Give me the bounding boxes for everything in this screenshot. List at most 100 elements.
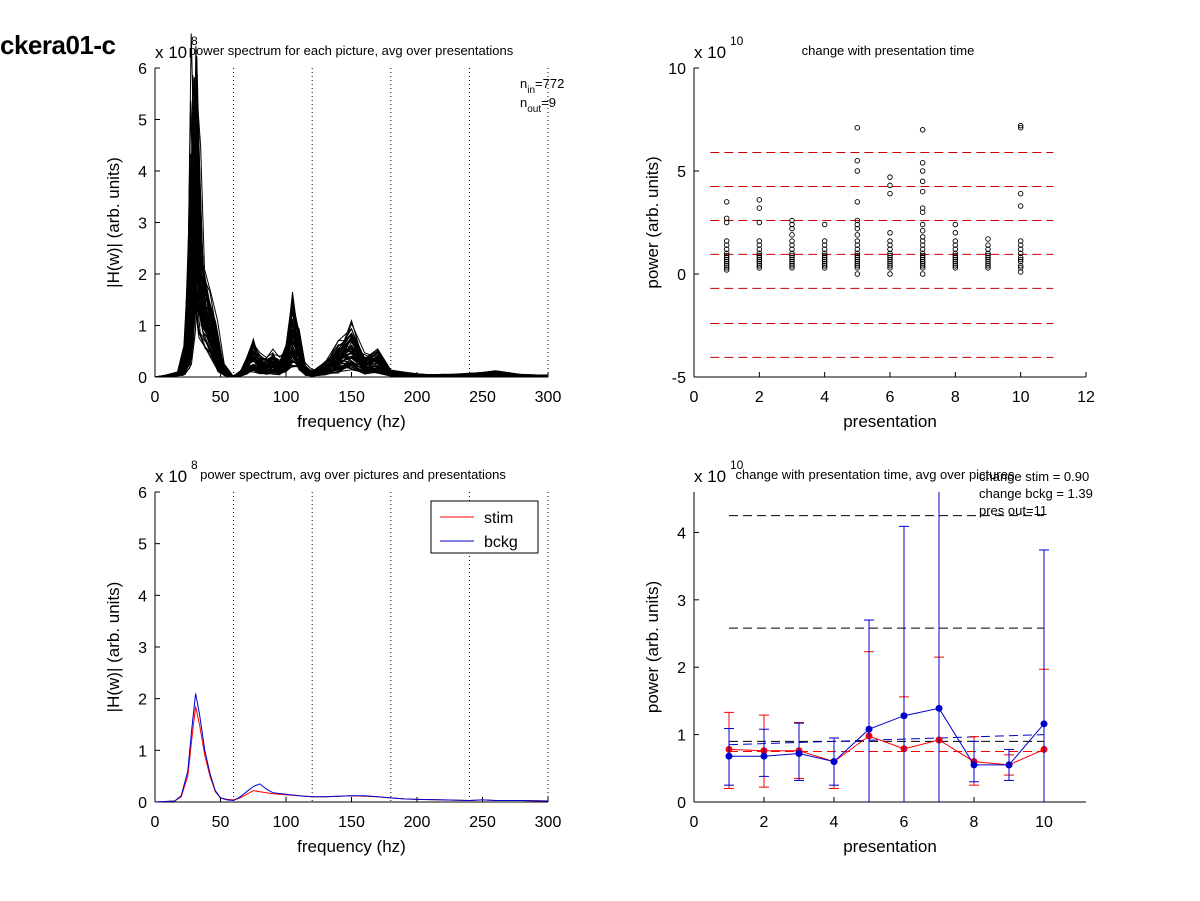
scatter-point [821, 242, 828, 248]
scatter-point [756, 265, 763, 271]
scatter-point [919, 242, 926, 248]
series-line-bckg [154, 693, 549, 803]
y-tick-label: 6 [138, 61, 147, 78]
scatter-point [919, 256, 926, 263]
axis-exponent-power: 8 [191, 34, 198, 48]
scatter-point [985, 236, 991, 242]
scatter-point [854, 252, 861, 259]
legend-label-bckg: bckg [484, 534, 518, 551]
x-tick-label: 6 [886, 389, 895, 406]
scatter-point [919, 188, 926, 195]
scatter-point [985, 250, 991, 257]
scatter-point [887, 230, 893, 236]
scatter-point [789, 232, 795, 238]
scatter-point [887, 250, 893, 257]
x-axis-label: frequency (hz) [297, 837, 406, 856]
series-line [154, 213, 549, 378]
scatter-point [919, 178, 926, 185]
y-tick-label: 0 [138, 795, 147, 812]
legend: stim bckg [430, 500, 539, 554]
axis-exponent-label: x 10 [694, 467, 726, 486]
scatter-point [919, 252, 926, 259]
series-line [154, 182, 549, 378]
scatter-point [952, 221, 959, 228]
scatter-point [1017, 242, 1024, 248]
axis-exponent-label: x 10 [155, 43, 187, 62]
x-tick-label: 100 [273, 814, 300, 831]
scatter-point [789, 260, 795, 267]
scatter-point [723, 263, 730, 269]
legend-label-stim: stim [484, 510, 513, 527]
scatter-point [723, 238, 730, 244]
data-point-bckg [725, 752, 733, 760]
data-point-bckg [900, 712, 908, 720]
scatter-point [854, 263, 861, 269]
scatter-point [789, 263, 795, 269]
scatter-point [789, 246, 795, 253]
y-tick-label: 4 [677, 525, 686, 542]
x-tick-label: 8 [970, 814, 979, 831]
axis-exponent-label: x 10 [694, 43, 726, 62]
series-line [154, 194, 549, 378]
data-point-bckg [1005, 761, 1013, 769]
scatter-point [821, 265, 828, 271]
chart-title: change with presentation time [802, 43, 975, 58]
scatter-point [756, 258, 763, 265]
scatter-point [1017, 122, 1024, 129]
scatter-point [919, 127, 926, 133]
scatter-point [854, 225, 861, 232]
x-tick-label: 50 [212, 389, 230, 406]
scatter-point [985, 256, 991, 263]
y-axis-label: |H(w)| (arb. units) [104, 582, 123, 713]
scatter-point [887, 256, 893, 263]
scatter-point [723, 252, 730, 259]
scatter-point [887, 254, 893, 261]
y-axis-label: power (arb. units) [643, 156, 662, 288]
axis-exponent-power: 10 [730, 458, 744, 472]
data-point-bckg [760, 752, 768, 760]
scatter-point [887, 252, 893, 259]
scatter-point [887, 260, 893, 267]
scatter-point [756, 246, 763, 253]
chart-title: power spectrum, avg over pictures and pr… [200, 467, 506, 482]
y-tick-label: 3 [138, 640, 147, 657]
x-tick-label: 0 [690, 814, 699, 831]
y-tick-label: 0 [677, 267, 686, 284]
scatter-point [756, 250, 763, 257]
x-axis-label: presentation [843, 837, 937, 856]
scatter-point [919, 238, 926, 244]
annotation-0: change stim = 0.90 [979, 469, 1089, 484]
scatter-point [789, 225, 795, 232]
scatter-point [1017, 265, 1024, 271]
scatter-point [952, 256, 959, 263]
scatter-point [1017, 246, 1024, 253]
scatter-point [985, 242, 991, 248]
scatter-point [919, 258, 926, 265]
scatter-point [854, 199, 861, 205]
data-point-bckg [830, 758, 838, 766]
scatter-point [756, 252, 763, 259]
scatter-point [919, 227, 926, 234]
chart-spectrum-avg: 0 50 100 150 200 250 300 0 1 2 3 4 5 6 frequency (hz) |… [104, 458, 561, 856]
scatter-point [789, 252, 795, 259]
scatter-point [1017, 258, 1024, 265]
scatter-point [789, 258, 795, 265]
y-axis-label: power (arb. units) [643, 581, 662, 713]
x-tick-label: 4 [820, 389, 829, 406]
scatter-point [887, 271, 893, 277]
scatter-point [854, 271, 861, 277]
scatter-point [723, 258, 730, 265]
scatter-point [887, 246, 893, 253]
scatter-point [789, 242, 795, 248]
axis-exponent-power: 8 [191, 458, 198, 472]
y-tick-label: 2 [138, 692, 147, 709]
scatter-point [854, 168, 861, 174]
y-tick-label: 10 [668, 61, 686, 78]
scatter-point [1017, 254, 1024, 261]
annotation-1: change bckg = 1.39 [979, 486, 1093, 501]
y-tick-label: 4 [138, 164, 147, 181]
scatter-point [854, 124, 861, 131]
scatter-point [756, 242, 763, 248]
